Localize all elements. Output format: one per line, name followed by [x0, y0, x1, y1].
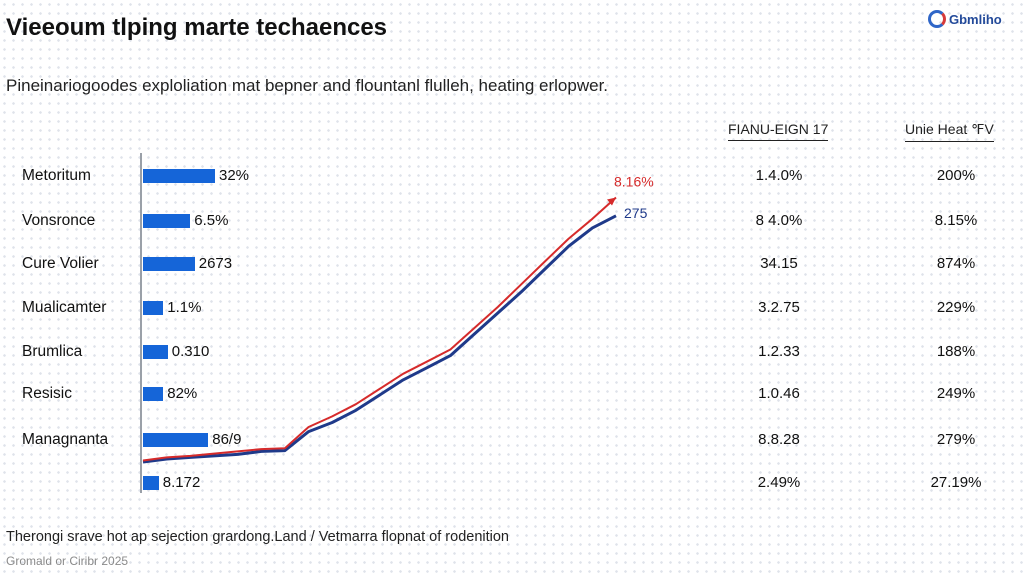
table-cell-col1: 1.0.46: [758, 385, 800, 402]
row-label: Resisic: [22, 385, 72, 402]
series-end-label: 275: [624, 205, 648, 221]
page-subtitle: Pineinariogoodes exploliation mat bepner…: [6, 76, 609, 95]
logo-text: Gbmliho: [949, 11, 1002, 27]
bar: [143, 169, 215, 183]
bar-value-label: 82%: [167, 385, 198, 402]
bar: [143, 345, 168, 359]
table-cell-col1: 3.2.75: [758, 299, 800, 316]
row-label: Cure Volier: [22, 255, 99, 272]
table-cell-col1: 1.2.33: [758, 343, 800, 360]
table-cell-col1: 8 4.0%: [755, 212, 803, 229]
table-cell-col2: 200%: [936, 167, 976, 184]
column-header-1: FIANU-EIGN 17: [728, 121, 829, 141]
table-cell-col2: 249%: [936, 385, 976, 402]
table-cell-col2: 279%: [936, 431, 976, 448]
table-cell-col1: 34.15: [760, 255, 798, 272]
source-credit: Gromald or Ciribr 2025: [6, 554, 129, 568]
bar-value-label: 86/9: [212, 431, 242, 448]
bar: [143, 257, 195, 271]
bar-value-label: 8.172: [162, 474, 201, 491]
table-cell-col2: 874%: [936, 255, 976, 272]
table-cell-col2: 188%: [936, 343, 976, 360]
table-cell-col2: 27.19%: [930, 474, 982, 491]
bar-value-label: 2673: [198, 255, 233, 272]
bar-value-label: 6.5%: [194, 212, 229, 229]
bar: [143, 476, 159, 490]
series-end-label: 8.16%: [614, 174, 654, 190]
table-cell-col1: 2.49%: [757, 474, 801, 491]
table-cell-col1: 8.8.28: [758, 431, 800, 448]
brand-logo: Gbmliho: [928, 10, 1002, 28]
bar-value-label: 1.1%: [167, 299, 202, 316]
row-label: Managnanta: [22, 431, 109, 448]
series-line-red: [142, 196, 617, 462]
footer-note: Therongi srave hot ap sejection grardong…: [6, 529, 509, 545]
row-label: Metoritum: [22, 167, 91, 184]
logo-icon: [928, 10, 946, 28]
series-line-blue: [142, 214, 617, 464]
bar: [143, 214, 191, 228]
row-label: Brumlica: [22, 343, 83, 360]
page-title: Vieeoum tlping marte techaences: [6, 14, 388, 41]
arrowhead-icon: [607, 197, 616, 206]
bar: [143, 387, 164, 401]
bar: [143, 433, 209, 447]
bar-value-label: 0.310: [171, 343, 210, 360]
bar-axis: [140, 153, 142, 493]
row-label: Vonsronce: [22, 212, 96, 229]
table-cell-col2: 229%: [936, 299, 976, 316]
table-cell-col2: 8.15%: [934, 212, 978, 229]
bar: [143, 301, 164, 315]
bar-value-label: 32%: [219, 167, 250, 184]
table-cell-col1: 1.4.0%: [755, 167, 803, 184]
column-header-2: Unie Heat ℉V: [905, 121, 994, 142]
row-label: Mualicamter: [22, 299, 107, 316]
